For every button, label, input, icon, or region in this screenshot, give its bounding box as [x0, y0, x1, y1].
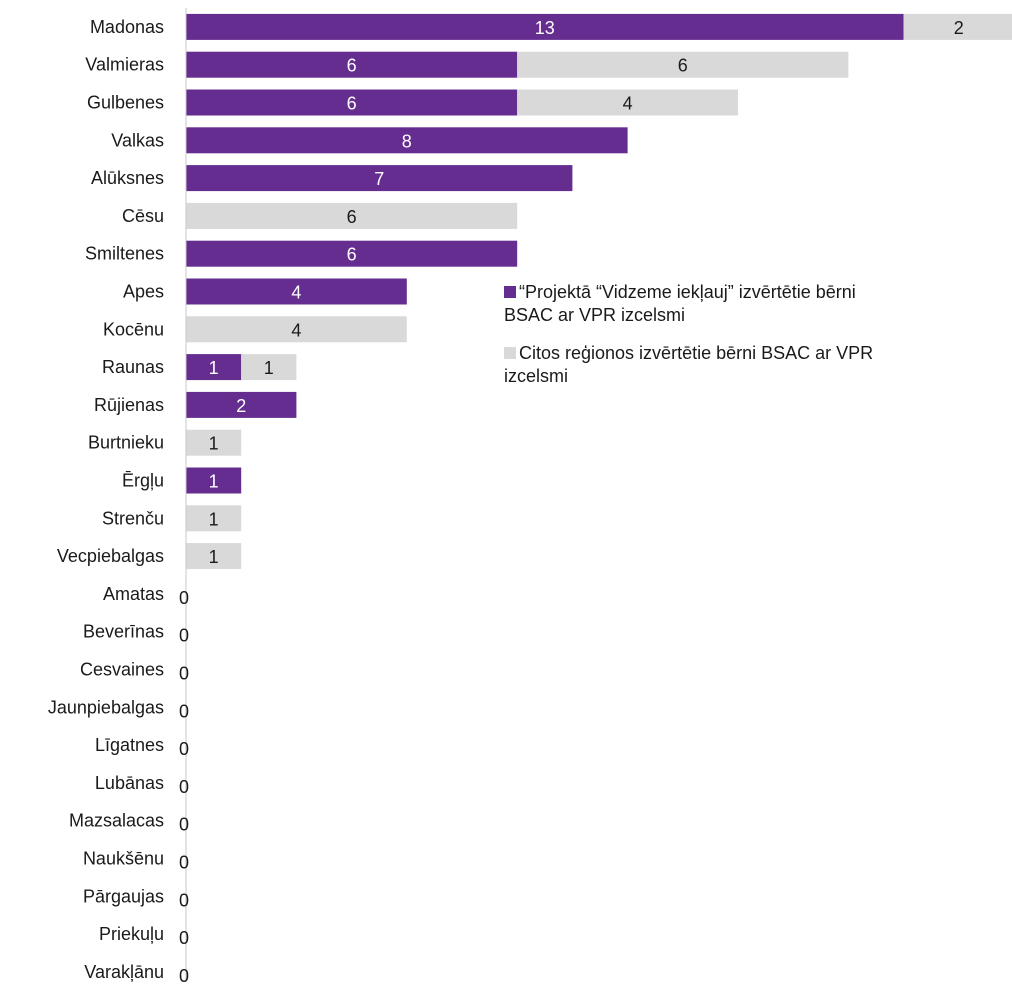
bar-segment-project	[186, 165, 573, 192]
bar-segment-other-regions	[903, 13, 1012, 40]
legend-label: izcelsmi	[504, 366, 568, 386]
zero-value-label: 0	[179, 890, 189, 910]
category-label: Strenču	[102, 508, 164, 528]
legend-label: BSAC ar VPR izcelsmi	[504, 305, 685, 325]
bar-value-label-project: 6	[347, 56, 357, 76]
category-label: Madonas	[90, 17, 164, 37]
bar-segment-other-regions	[241, 354, 297, 381]
zero-value-label: 0	[179, 928, 189, 948]
bar-value-label-other-regions: 1	[209, 547, 219, 567]
bar-value-label-project: 8	[402, 131, 412, 151]
bar-segment-other-regions	[186, 316, 407, 343]
category-label: Priekuļu	[99, 924, 164, 944]
category-label: Rūjienas	[94, 395, 164, 415]
category-label: Cesvaines	[80, 660, 164, 680]
category-label: Pārgaujas	[83, 886, 164, 906]
category-label: Beverīnas	[83, 622, 164, 642]
category-label: Cēsu	[122, 206, 164, 226]
category-label: Jaunpiebalgas	[48, 697, 164, 717]
bar-segment-project	[186, 467, 242, 494]
bar-value-label-project: 1	[209, 358, 219, 378]
bar-value-label-other-regions: 6	[347, 207, 357, 227]
bar-value-label-project: 2	[236, 396, 246, 416]
category-label: Gulbenes	[87, 93, 164, 113]
category-label: Alūksnes	[91, 168, 164, 188]
zero-value-label: 0	[179, 739, 189, 759]
bar-value-label-other-regions: 1	[209, 509, 219, 529]
bar-segment-other-regions	[186, 202, 518, 229]
bar-value-label-other-regions: 1	[264, 358, 274, 378]
bar-value-label-project: 6	[347, 94, 357, 114]
bar-value-label-project: 7	[374, 169, 384, 189]
zero-value-label: 0	[179, 815, 189, 835]
bar-segment-project	[186, 240, 518, 267]
legend-label: “Projektā “Vidzeme iekļauj” izvērtētie b…	[519, 282, 856, 302]
bar-value-label-project: 13	[535, 18, 555, 38]
bar-segment-other-regions	[186, 505, 242, 532]
category-label: Varakļānu	[84, 962, 164, 982]
category-label: Lubānas	[95, 773, 164, 793]
zero-value-label: 0	[179, 966, 189, 986]
category-label: Naukšēnu	[83, 849, 164, 869]
category-label: Burtnieku	[88, 433, 164, 453]
bar-value-label-other-regions: 1	[209, 434, 219, 454]
bar-segment-project	[186, 127, 628, 154]
category-label: Amatas	[103, 584, 164, 604]
bar-value-label-other-regions: 6	[678, 56, 688, 76]
category-label: Valkas	[111, 130, 164, 150]
legend-swatch	[504, 347, 516, 359]
category-label: Vecpiebalgas	[57, 546, 164, 566]
bar-value-label-project: 4	[291, 283, 301, 303]
legend: “Projektā “Vidzeme iekļauj” izvērtētie b…	[504, 282, 873, 386]
category-label: Mazsalacas	[69, 811, 164, 831]
bar-segment-other-regions	[186, 543, 242, 570]
bar-segment-project	[186, 13, 904, 40]
category-label: Līgatnes	[95, 735, 164, 755]
zero-value-label: 0	[179, 701, 189, 721]
bar-value-label-project: 6	[347, 245, 357, 265]
zero-value-label: 0	[179, 626, 189, 646]
bar-segment-project	[186, 89, 518, 116]
bar-value-label-other-regions: 4	[291, 320, 301, 340]
bar-segment-project	[186, 354, 242, 381]
zero-value-label: 0	[179, 588, 189, 608]
category-labels: Madonas Valmieras Gulbenes Valkas Alūksnes Cē…	[48, 17, 164, 982]
bar-segment-project	[186, 391, 297, 418]
bar-value-label-project: 1	[209, 472, 219, 492]
legend-label: Citos reģionos izvērtētie bērni BSAC ar …	[519, 343, 873, 363]
zero-value-label: 0	[179, 664, 189, 684]
category-label: Valmieras	[85, 55, 164, 75]
bar-value-label-other-regions: 4	[623, 94, 633, 114]
bar-segment-other-regions	[517, 51, 849, 78]
category-label: Apes	[123, 282, 164, 302]
category-label: Ērgļu	[122, 471, 164, 491]
legend-swatch	[504, 286, 516, 298]
category-label: Raunas	[102, 357, 164, 377]
bar-segment-project	[186, 278, 407, 305]
category-label: Smiltenes	[85, 244, 164, 264]
zero-value-label: 0	[179, 777, 189, 797]
zero-value-label: 0	[179, 853, 189, 873]
bar-segment-other-regions	[186, 429, 242, 456]
bars-layer	[186, 13, 1012, 570]
bar-value-label-other-regions: 2	[954, 18, 964, 38]
category-label: Kocēnu	[103, 319, 164, 339]
bar-segment-project	[186, 51, 518, 78]
bar-segment-other-regions	[517, 89, 738, 116]
